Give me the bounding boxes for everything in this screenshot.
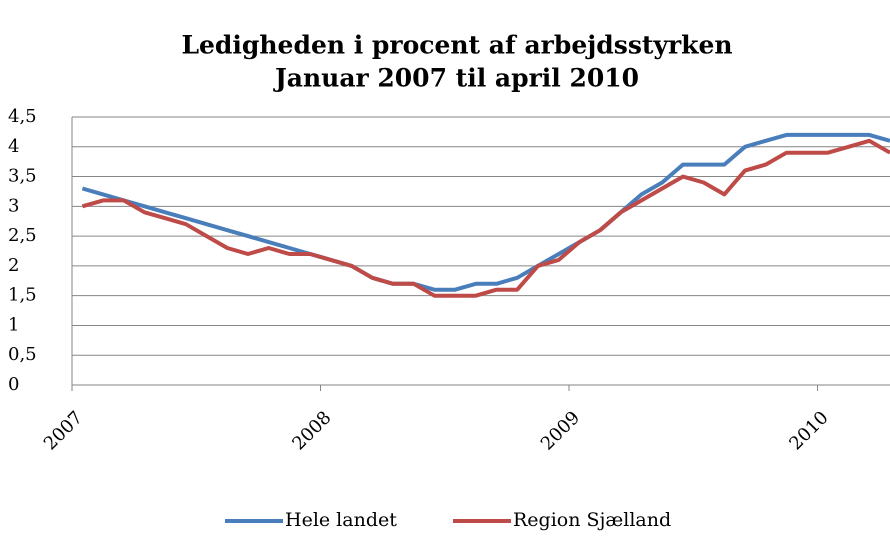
y-tick-label: 1 [8, 314, 19, 335]
chart-subtitle: Januar 2007 til april 2010 [273, 64, 639, 93]
y-tick-label: 4,5 [8, 106, 37, 127]
chart-title: Ledigheden i procent af arbejdsstyrken [181, 31, 732, 60]
y-tick-label: 2 [8, 255, 19, 276]
y-tick-label: 0 [8, 374, 19, 395]
line-series [81, 132, 890, 292]
line-series [81, 138, 890, 298]
x-tick-label: 2008 [288, 407, 335, 454]
legend-label: Region Sjælland [513, 509, 671, 531]
y-tick-label: 1,5 [8, 285, 37, 306]
x-tick-label: 2007 [40, 407, 87, 454]
y-tick-label: 0,5 [8, 344, 37, 365]
x-tick-label: 2009 [537, 407, 584, 454]
y-tick-label: 2,5 [8, 225, 37, 246]
y-tick-label: 3 [8, 195, 19, 216]
x-tick-label: 2010 [785, 407, 832, 454]
y-tick-label: 3,5 [8, 166, 37, 187]
y-tick-label: 4 [8, 136, 19, 157]
legend-label: Hele landet [285, 509, 397, 531]
